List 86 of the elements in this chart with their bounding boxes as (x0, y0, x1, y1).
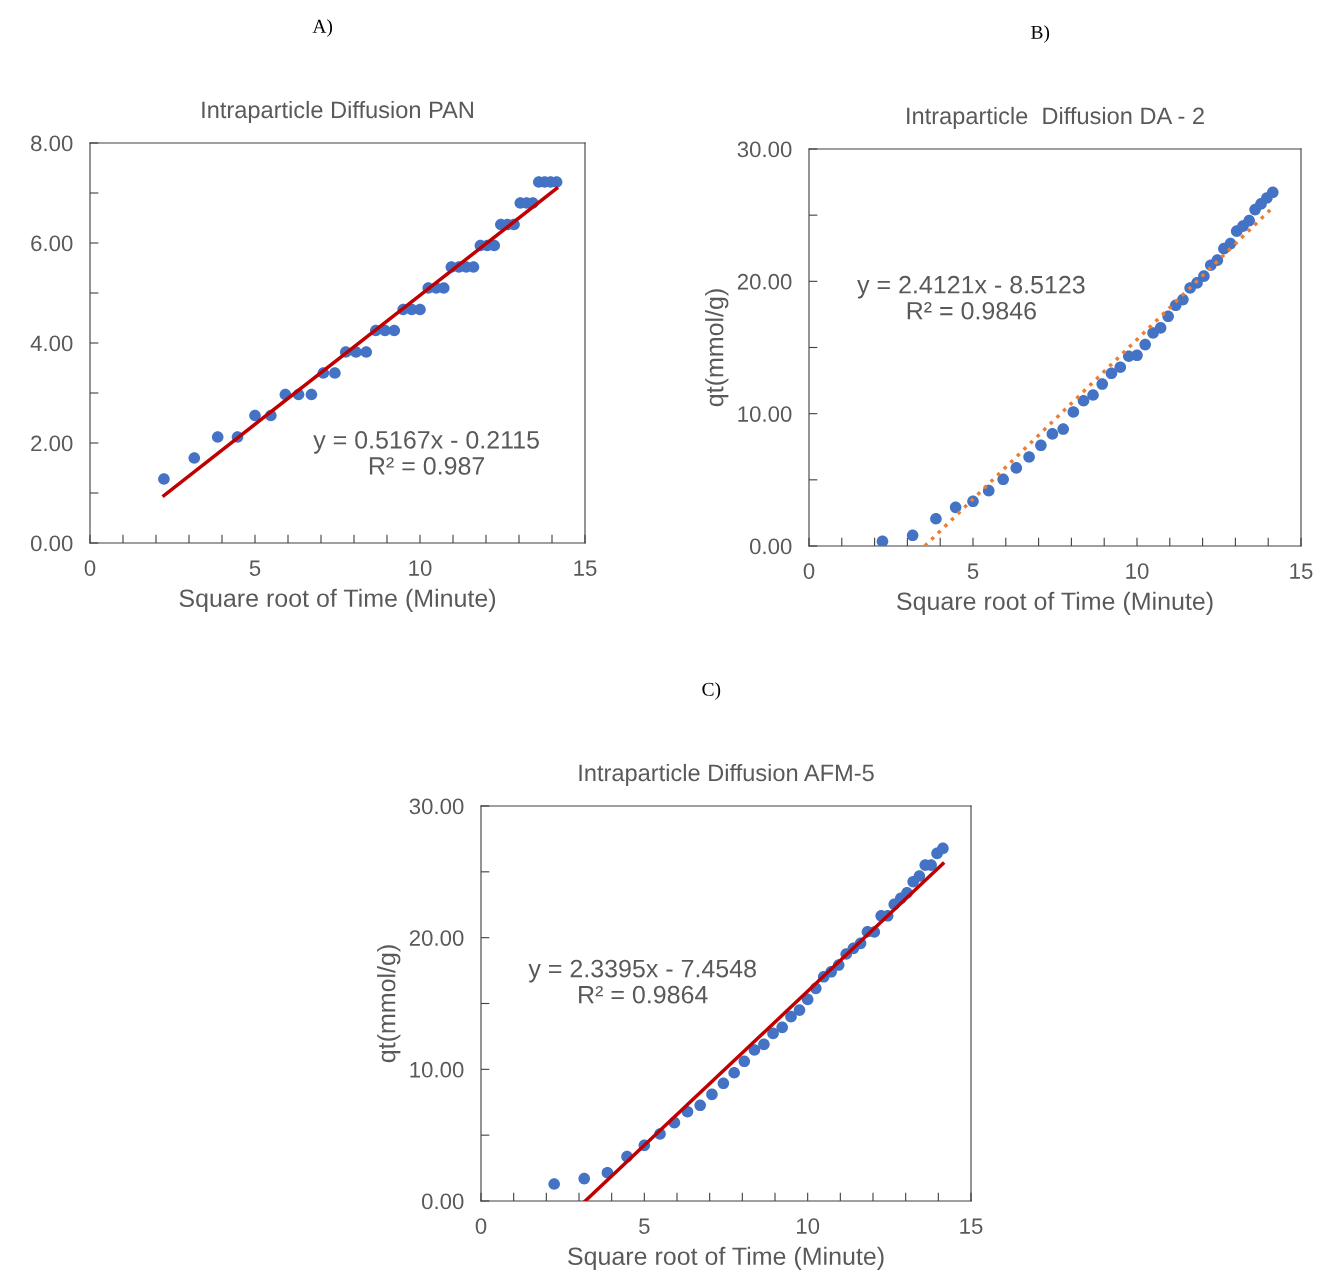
point (1035, 439, 1047, 452)
x-tick-label: 15 (1290, 563, 1313, 579)
x-tick-label: 5 (639, 1218, 650, 1234)
point (548, 1178, 560, 1190)
point (360, 346, 373, 358)
point (388, 324, 401, 337)
x-tick-label: 10 (1126, 563, 1149, 579)
x-axis-title: Square root of Time (Minute) (179, 588, 496, 613)
point (738, 1055, 751, 1068)
y-tick-label: 30.00 (409, 798, 464, 815)
y-tick-label: 20.00 (409, 930, 464, 946)
x-tick-label: 0 (475, 1218, 487, 1234)
point (1067, 406, 1080, 418)
point (728, 1066, 740, 1079)
annotation: y = 2.3395x - 7.4548 R² = 0.9864 (528, 959, 756, 1004)
y-tick-label: 20.00 (737, 273, 792, 290)
y-tick-label: 0.00 (421, 1193, 464, 1210)
y-tick-label: 0.00 (749, 538, 792, 555)
point (758, 1038, 770, 1051)
y-axis-title: qt(mmol/g) (705, 289, 729, 407)
point (776, 1021, 788, 1034)
point (1096, 378, 1109, 390)
point (930, 512, 942, 525)
point (694, 1099, 706, 1112)
point (1266, 186, 1279, 199)
y-tick-label: 30.00 (737, 141, 792, 158)
point (706, 1088, 718, 1101)
y-tick-label: 4.00 (30, 335, 73, 352)
point (982, 484, 995, 497)
point (578, 1172, 591, 1185)
point (785, 1010, 797, 1023)
x-tick-label: 15 (960, 1218, 983, 1234)
y-tick-label: 8.00 (31, 135, 73, 152)
point (1077, 394, 1090, 407)
point (1154, 322, 1167, 334)
point (717, 1077, 730, 1090)
point (748, 1044, 761, 1056)
text: C) (702, 682, 721, 700)
chart-title: Intraparticle Diffusion PAN (202, 100, 473, 123)
point (1162, 310, 1174, 323)
point (997, 473, 1009, 486)
point (1010, 462, 1023, 474)
point (793, 1004, 806, 1016)
point (1131, 349, 1143, 362)
point (906, 529, 919, 542)
point (188, 452, 201, 464)
y-tick-label: 2.00 (31, 435, 73, 452)
x-tick-label: 0 (803, 563, 815, 579)
chart-title: Intraparticle Diffusion AFM-5 (579, 763, 874, 786)
y-tick-label: 10.00 (738, 406, 792, 422)
point (1087, 389, 1099, 401)
x-axis-title: Square root of Time (Minute) (568, 1246, 884, 1271)
y-tick-label: 10.00 (410, 1061, 464, 1078)
point (1023, 451, 1035, 463)
chart-title: Intraparticle Diffusion DA - 2 (907, 106, 1204, 129)
point (1105, 367, 1118, 380)
point (937, 842, 949, 855)
point (158, 473, 170, 485)
x-tick-label: 5 (967, 563, 979, 579)
point (305, 388, 318, 401)
text: B) (1031, 25, 1050, 43)
point (329, 367, 341, 379)
point (414, 303, 426, 316)
annotation: y = 2.4121x - 8.5123 R² = 0.9846 (857, 275, 1085, 320)
point (1057, 423, 1070, 435)
x-tick-label: 10 (797, 1218, 820, 1234)
y-tick-label: 0.00 (30, 535, 73, 552)
point (1114, 361, 1127, 374)
x-tick-label: 10 (409, 560, 432, 576)
point (876, 535, 889, 546)
y-axis-title: qt(mmol/g) (377, 945, 401, 1063)
x-tick-label: 5 (249, 560, 261, 576)
point (913, 870, 926, 882)
y-tick-label: 6.00 (31, 235, 73, 252)
x-tick-label: 0 (84, 560, 96, 576)
annotation: y = 0.5167x - 0.2115 R² = 0.987 (313, 431, 539, 475)
point (249, 409, 261, 422)
x-tick-label: 15 (574, 560, 597, 576)
text: A) (312, 19, 333, 37)
point (1046, 428, 1059, 440)
x-axis-title: Square root of Time (Minute) (897, 591, 1213, 616)
point (1139, 338, 1152, 351)
point (949, 501, 962, 514)
point (211, 431, 224, 443)
point (767, 1027, 779, 1040)
point (1243, 214, 1255, 227)
